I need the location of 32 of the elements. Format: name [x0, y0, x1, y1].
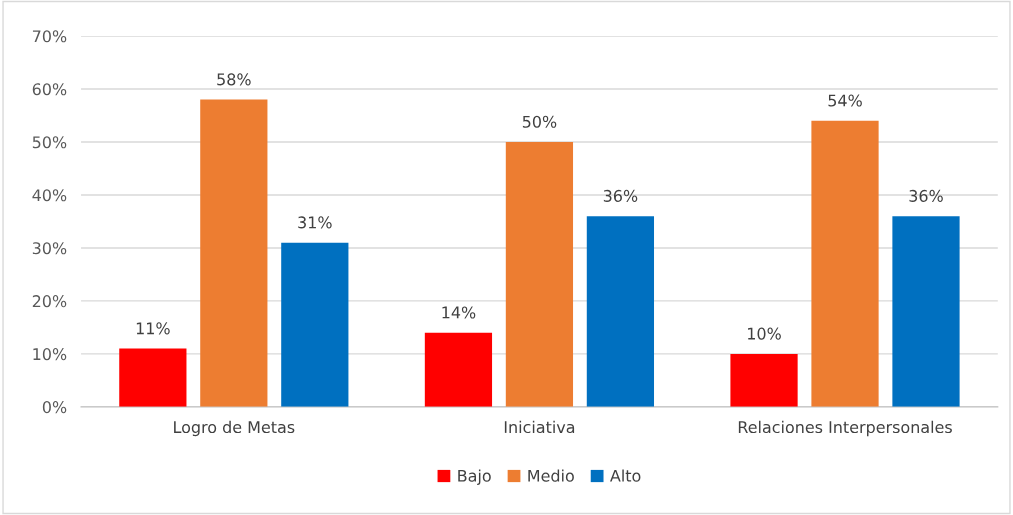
bar — [200, 99, 268, 407]
x-tick-label: Logro de Metas — [174, 420, 295, 437]
y-tick-label: 30% — [32, 242, 67, 255]
bar — [811, 120, 879, 407]
legend-label: Alto — [610, 469, 641, 482]
bar — [730, 353, 798, 407]
data-label: 54% — [828, 94, 862, 107]
bar — [505, 141, 574, 407]
y-tick-label: 70% — [32, 30, 67, 43]
y-tick-label: 40% — [32, 189, 67, 202]
data-label: 36% — [603, 189, 638, 202]
data-label: 58% — [217, 73, 251, 86]
y-tick-label: 10% — [33, 348, 67, 361]
y-tick-label: 0% — [42, 401, 67, 414]
data-label: 50% — [522, 115, 557, 128]
bar — [586, 216, 655, 407]
x-tick-label: Relaciones Interpersonales — [738, 420, 952, 437]
data-label: 14% — [442, 306, 476, 319]
data-label: 36% — [909, 189, 943, 202]
bar — [892, 216, 960, 407]
bar — [281, 242, 349, 407]
data-label: 31% — [298, 216, 332, 229]
bar — [424, 332, 493, 407]
data-label: 10% — [748, 327, 781, 340]
y-tick-label: 60% — [32, 83, 67, 96]
legend-label: Bajo — [458, 469, 491, 485]
y-tick-label: 50% — [32, 136, 67, 149]
legend-label: Medio — [528, 469, 574, 482]
y-tick-label: 20% — [32, 295, 67, 308]
bar — [119, 348, 187, 407]
x-tick-label: Iniciativa — [504, 420, 575, 434]
data-label: 11% — [136, 322, 170, 335]
